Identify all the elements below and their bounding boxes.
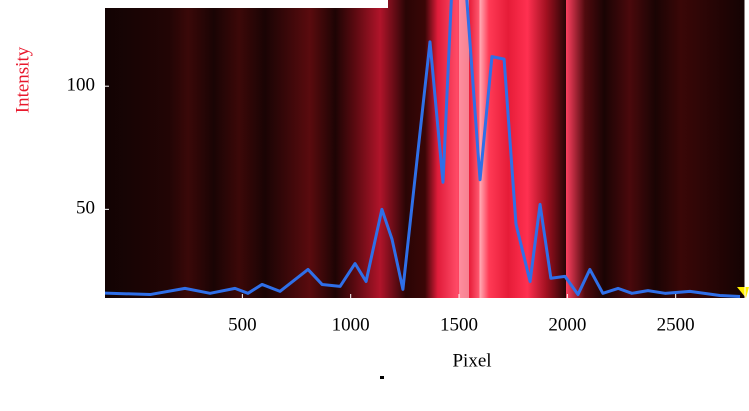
x-tick-label: 2000 xyxy=(548,314,586,335)
heatmap-image xyxy=(105,0,745,298)
x-tick-label: 2500 xyxy=(657,314,695,335)
x-axis-label: Pixel xyxy=(452,350,491,371)
x-tick-label: 1000 xyxy=(332,314,370,335)
y-tick-label: 50 xyxy=(76,198,95,219)
heatmap-center xyxy=(459,0,469,298)
marker xyxy=(737,287,749,298)
inset-box xyxy=(105,0,388,8)
dash xyxy=(380,376,384,379)
y-axis-label: Intensity xyxy=(12,46,33,113)
intensity-line xyxy=(105,0,741,298)
x-tick-label: 1500 xyxy=(440,314,478,335)
x-tick-label: 500 xyxy=(228,314,257,335)
y-tick-label: 100 xyxy=(67,75,96,96)
